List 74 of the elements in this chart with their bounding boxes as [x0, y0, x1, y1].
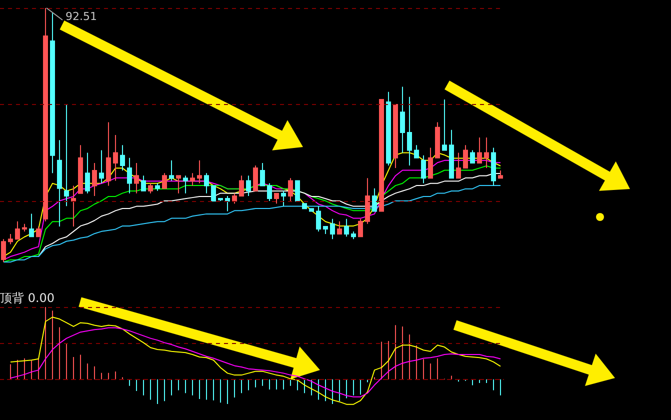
candlestick	[36, 226, 41, 238]
candlestick	[351, 231, 356, 240]
candlestick	[169, 160, 174, 182]
candlestick	[15, 220, 20, 240]
candlestick	[281, 190, 286, 207]
candlestick	[197, 160, 202, 184]
candlestick	[8, 234, 13, 245]
candlestick	[148, 182, 153, 194]
candlestick	[239, 175, 244, 196]
candlestick	[183, 175, 188, 194]
candlestick	[337, 220, 342, 235]
candlestick	[253, 164, 258, 192]
candlestick	[92, 162, 97, 196]
candlestick	[393, 104, 398, 169]
candlestick	[162, 172, 167, 189]
candlestick	[456, 152, 461, 179]
candlestick	[372, 188, 377, 212]
candlestick	[22, 223, 27, 232]
candlestick	[295, 180, 300, 202]
annotation: 92.51	[66, 10, 97, 23]
candlestick	[260, 162, 265, 186]
candlestick	[120, 144, 125, 172]
candlestick	[43, 8, 48, 222]
candlestick	[421, 154, 426, 184]
candlestick	[442, 98, 447, 151]
candlestick	[302, 203, 307, 210]
candlestick	[365, 178, 370, 224]
candlestick	[57, 140, 62, 227]
candlestick	[309, 208, 314, 212]
candlestick	[106, 122, 111, 186]
candlestick	[330, 218, 335, 240]
candlestick	[407, 96, 412, 166]
candlestick	[232, 192, 237, 204]
text: 顶背 0.00	[0, 291, 55, 305]
candlestick	[463, 144, 468, 169]
candlestick	[155, 182, 160, 192]
candlestick	[379, 98, 384, 212]
candlestick	[211, 185, 216, 202]
candlestick	[71, 185, 76, 227]
candlestick	[1, 238, 6, 262]
candlestick	[225, 195, 230, 212]
candlestick	[477, 137, 482, 164]
candlestick	[484, 137, 489, 169]
candlestick	[491, 147, 496, 186]
candlestick	[134, 162, 139, 194]
candlestick	[190, 172, 195, 186]
candlestick	[470, 150, 475, 164]
candlestick	[358, 218, 363, 238]
candlestick	[274, 192, 279, 204]
candlestick	[386, 91, 391, 166]
candlestick	[64, 104, 69, 207]
candlestick	[176, 175, 181, 194]
candlestick	[435, 122, 440, 158]
candlestick	[498, 170, 503, 179]
candlestick	[99, 150, 104, 184]
candlestick	[113, 134, 118, 182]
candlestick	[449, 129, 454, 179]
candlestick	[316, 206, 321, 232]
candlestick	[204, 172, 209, 194]
candlestick	[78, 144, 83, 194]
candlestick	[246, 175, 251, 196]
candlestick	[50, 12, 55, 174]
candlestick	[127, 157, 132, 194]
candlestick	[344, 218, 349, 238]
candlestick	[218, 198, 223, 202]
candlestick	[85, 152, 90, 194]
candlestick	[428, 147, 433, 179]
candlestick	[267, 182, 272, 202]
candlestick	[141, 175, 146, 192]
candlestick	[288, 178, 293, 202]
candlestick	[323, 226, 328, 235]
candlestick	[414, 144, 419, 158]
candlestick	[400, 86, 405, 154]
candlestick	[29, 213, 34, 238]
